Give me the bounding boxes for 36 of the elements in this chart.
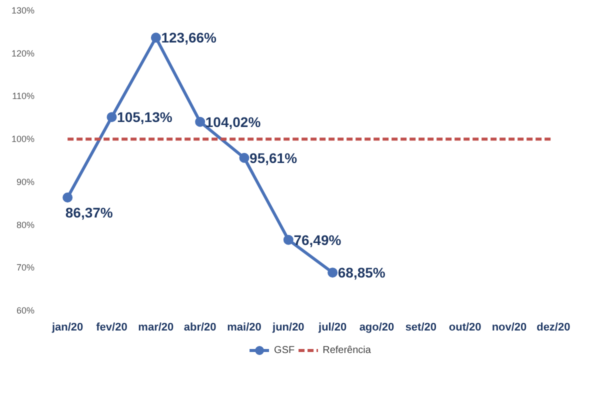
point — [239, 152, 250, 163]
y-tick-label: 90% — [16, 176, 34, 187]
y-tick-label: 120% — [11, 48, 35, 58]
data-label: 123,66% — [161, 30, 218, 46]
y-tick-label: 110% — [12, 91, 35, 102]
y-tick-label: 100% — [11, 134, 35, 144]
point — [106, 112, 117, 122]
y-tick-label: 80% — [16, 220, 34, 230]
point — [62, 192, 73, 202]
x-tick-label: ago/20 — [359, 322, 394, 334]
x-tick-label: set/20 — [405, 322, 437, 334]
data-label: 86,37% — [65, 204, 114, 220]
x-tick-label: dez/20 — [536, 322, 570, 334]
point — [150, 32, 161, 43]
y-tick-label: 70% — [16, 262, 34, 273]
x-tick-label: jun/20 — [272, 322, 304, 334]
x-tick-label: jan/20 — [50, 322, 84, 334]
data-label: 68,85% — [338, 264, 386, 281]
data-label: 95,61% — [250, 150, 298, 166]
x-tick-label: nov/20 — [492, 322, 527, 334]
x-tick-label: fev/20 — [96, 322, 128, 334]
x-tick-label: abr/20 — [184, 322, 216, 334]
data-label: 76,49% — [294, 232, 342, 248]
y-tick-label: 130% — [11, 6, 35, 16]
data-label: 104,02% — [205, 114, 262, 130]
legend-label: Referência — [322, 344, 371, 356]
x-tick-label: mai/20 — [227, 322, 262, 334]
point — [283, 234, 294, 245]
x-tick-label: jul/20 — [318, 322, 347, 334]
point — [195, 116, 206, 127]
data-label: 105,13% — [117, 109, 173, 126]
x-tick-label: mar/20 — [138, 322, 174, 334]
y-tick-label: 60% — [16, 306, 34, 316]
x-tick-label: out/20 — [448, 322, 482, 334]
point — [328, 268, 338, 278]
legend-label: GSF — [274, 344, 295, 356]
